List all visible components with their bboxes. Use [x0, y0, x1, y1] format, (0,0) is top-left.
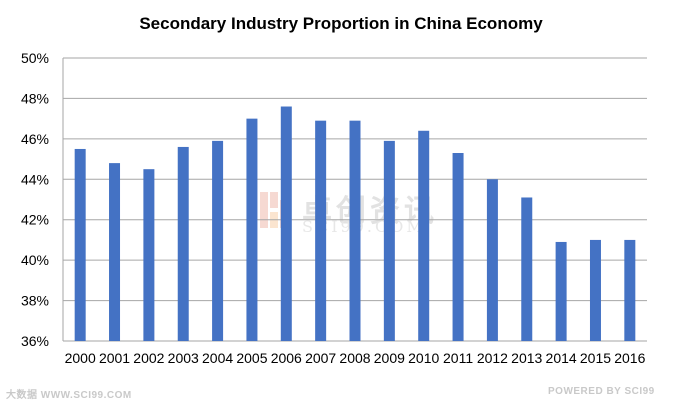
- x-tick-label: 2010: [408, 350, 439, 366]
- x-tick-label: 2012: [477, 350, 508, 366]
- bar-2011: [452, 153, 464, 341]
- bar-2016: [624, 239, 636, 341]
- bar-2008: [349, 120, 361, 342]
- bar-2012: [486, 179, 498, 341]
- x-tick-label: 2006: [271, 350, 302, 366]
- x-tick-label: 2002: [133, 350, 164, 366]
- bar-2014: [555, 241, 567, 341]
- bar-2006: [280, 106, 292, 341]
- bar-2003: [177, 146, 189, 341]
- y-tick-label: 40%: [21, 252, 49, 268]
- y-tick-label: 42%: [21, 212, 49, 228]
- x-tick-label: 2003: [168, 350, 199, 366]
- y-tick-label: 46%: [21, 131, 49, 147]
- bar-2004: [212, 140, 224, 341]
- x-tick-label: 2001: [99, 350, 130, 366]
- y-tick-label: 38%: [21, 293, 49, 309]
- x-tick-label: 2015: [580, 350, 611, 366]
- x-tick-label: 2005: [236, 350, 267, 366]
- bar-2005: [246, 118, 258, 342]
- bottom-right-watermark: POWERED BY SCI99: [548, 386, 655, 397]
- bar-2001: [109, 163, 121, 341]
- y-tick-label: 50%: [21, 50, 49, 66]
- bar-2010: [418, 130, 430, 341]
- x-tick-label: 2016: [614, 350, 645, 366]
- x-tick-label: 2013: [511, 350, 542, 366]
- y-tick-label: 36%: [21, 333, 49, 349]
- x-tick-label: 2008: [339, 350, 370, 366]
- x-tick-label: 2011: [443, 350, 473, 366]
- y-tick-label: 48%: [21, 90, 49, 106]
- bar-2000: [74, 148, 86, 341]
- x-tick-label: 2007: [305, 350, 336, 366]
- chart-title: Secondary Industry Proportion in China E…: [139, 14, 543, 33]
- bottom-left-watermark: 大数据 WWW.SCI99.COM: [6, 390, 132, 401]
- bar-2009: [383, 140, 395, 341]
- bar-2002: [143, 169, 155, 341]
- bar-2013: [521, 197, 533, 341]
- x-tick-label: 2000: [65, 350, 96, 366]
- x-tick-label: 2009: [374, 350, 405, 366]
- x-tick-label: 2014: [546, 350, 577, 366]
- y-tick-label: 44%: [21, 171, 49, 187]
- bar-2015: [589, 239, 601, 341]
- x-tick-label: 2004: [202, 350, 233, 366]
- bar-2007: [315, 120, 327, 342]
